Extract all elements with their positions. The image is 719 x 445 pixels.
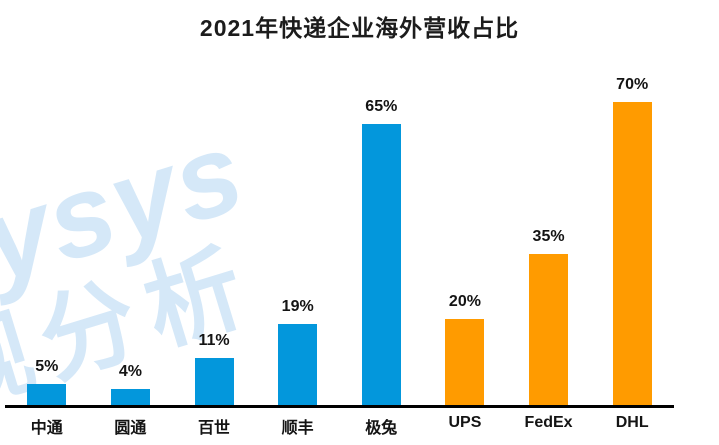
x-axis-category-label: UPS (448, 414, 482, 431)
bar-value-label: 35% (532, 228, 565, 245)
bar-value-label: 65% (365, 98, 398, 115)
bar-value-label: 70% (616, 76, 649, 93)
x-axis-category-label: 百世 (198, 420, 231, 437)
bar (612, 102, 652, 406)
watermark-text-en: lysys (0, 106, 259, 317)
x-axis-line (5, 405, 674, 408)
bar-value-label: 11% (198, 332, 230, 349)
x-axis-category-label: 圆通 (114, 420, 147, 437)
bar (27, 384, 67, 406)
x-axis-category-label: FedEx (524, 414, 573, 431)
bar (194, 358, 234, 406)
bar (361, 124, 401, 406)
chart-title: 2021年快递企业海外营收占比 (199, 15, 520, 41)
bar (529, 254, 569, 406)
x-axis-category-label: 极兔 (365, 420, 398, 437)
bar (110, 389, 150, 406)
bar-value-label: 4% (118, 363, 142, 380)
bar-value-label: 19% (281, 298, 314, 315)
bar (278, 324, 318, 406)
x-axis-category-label: 顺丰 (281, 420, 314, 437)
x-axis-category-label: 中通 (30, 420, 63, 437)
x-axis-category-label: DHL (615, 414, 649, 431)
bar (445, 319, 485, 406)
bar-value-label: 20% (448, 293, 481, 310)
bar-value-label: 5% (35, 358, 59, 375)
